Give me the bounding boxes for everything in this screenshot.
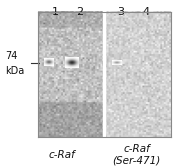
Text: 2: 2 — [76, 7, 83, 16]
Text: 1: 1 — [51, 7, 58, 16]
Text: c-Raf: c-Raf — [49, 150, 75, 160]
Text: 4: 4 — [142, 7, 149, 16]
Text: kDa: kDa — [5, 66, 25, 76]
Text: 3: 3 — [117, 7, 124, 16]
Text: 74: 74 — [5, 51, 18, 61]
Text: c-Raf
(Ser-471): c-Raf (Ser-471) — [113, 144, 161, 166]
